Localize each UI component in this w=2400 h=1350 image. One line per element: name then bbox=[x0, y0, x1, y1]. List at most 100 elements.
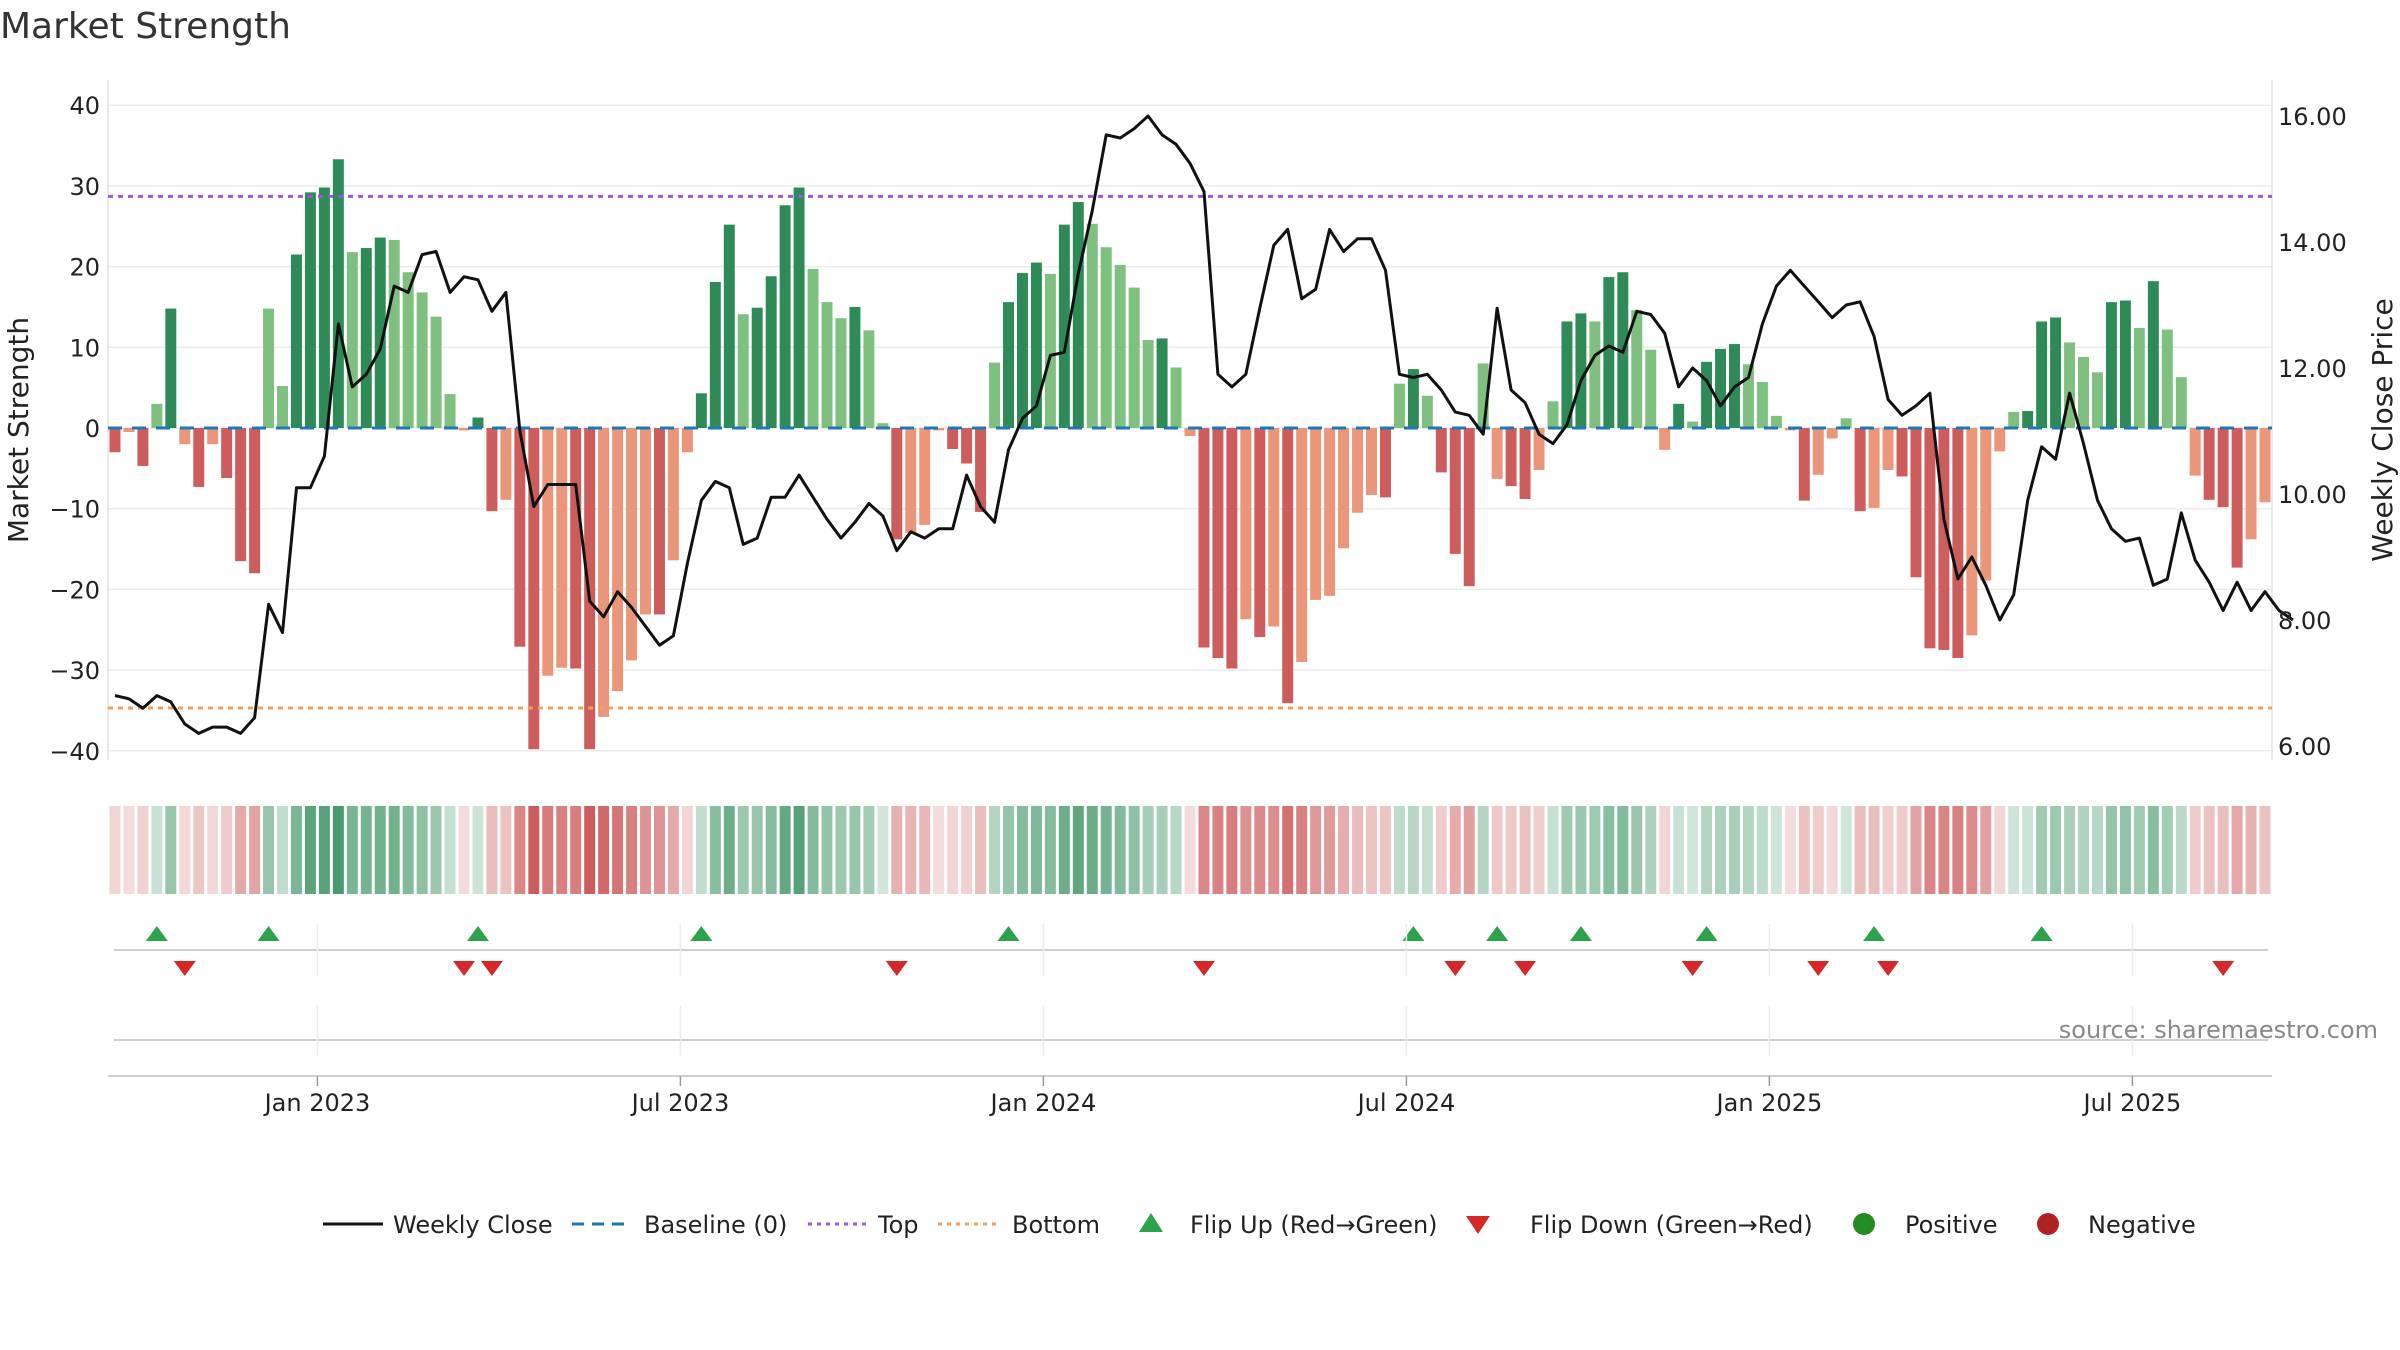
strength-bar bbox=[514, 428, 526, 647]
heat-cell bbox=[207, 806, 219, 894]
strength-bar bbox=[444, 394, 456, 428]
heat-cell bbox=[486, 806, 498, 894]
strength-bar bbox=[1519, 428, 1531, 500]
heat-cell bbox=[1687, 806, 1699, 894]
heat-cell bbox=[1030, 806, 1042, 894]
x-tick-label: Jul 2023 bbox=[630, 1089, 730, 1117]
heat-cell bbox=[975, 806, 987, 894]
heat-cell bbox=[1645, 806, 1657, 894]
heat-cell bbox=[528, 806, 540, 894]
strength-bar bbox=[1128, 287, 1140, 428]
strength-bar bbox=[151, 403, 163, 428]
heat-cell bbox=[877, 806, 889, 894]
heat-cell bbox=[570, 806, 582, 894]
flip-up-marker bbox=[145, 926, 168, 941]
strength-bar bbox=[933, 428, 945, 431]
heat-cell bbox=[765, 806, 777, 894]
strength-bar bbox=[1631, 310, 1643, 428]
heat-cell bbox=[1631, 806, 1643, 894]
heat-cell bbox=[458, 806, 470, 894]
legend-flip-up-icon bbox=[1139, 1213, 1163, 1232]
heat-cell bbox=[933, 806, 945, 894]
heat-cell bbox=[2008, 806, 2020, 894]
strength-bar bbox=[1603, 277, 1615, 428]
strength-bar bbox=[402, 272, 414, 428]
heat-cell bbox=[1868, 806, 1880, 894]
strength-bar bbox=[1715, 348, 1727, 428]
heat-cell bbox=[179, 806, 191, 894]
strength-bar bbox=[416, 292, 428, 428]
heat-cell bbox=[1449, 806, 1461, 894]
heat-cell bbox=[709, 806, 721, 894]
heat-cell bbox=[919, 806, 931, 894]
strength-bar bbox=[1072, 202, 1084, 428]
heat-cell bbox=[2245, 806, 2257, 894]
heat-cell bbox=[584, 806, 596, 894]
heat-cell bbox=[1547, 806, 1559, 894]
heat-cell bbox=[1254, 806, 1266, 894]
strength-bar bbox=[1156, 338, 1168, 428]
heat-cell bbox=[737, 806, 749, 894]
strength-bar bbox=[346, 252, 358, 428]
heat-cell bbox=[1142, 806, 1154, 894]
strength-bar bbox=[1477, 363, 1489, 428]
strength-bar bbox=[472, 417, 484, 428]
flip-up-marker bbox=[690, 926, 713, 941]
strength-bar bbox=[1533, 428, 1545, 470]
strength-bar bbox=[2064, 342, 2076, 428]
strength-bar bbox=[193, 428, 205, 487]
strength-bar bbox=[1282, 428, 1294, 704]
strength-bar bbox=[374, 237, 386, 428]
strength-bar bbox=[1547, 401, 1559, 428]
strength-bar bbox=[1393, 383, 1405, 428]
flip-up-marker bbox=[997, 926, 1020, 941]
strength-bar bbox=[2175, 377, 2187, 428]
strength-bar bbox=[1268, 428, 1280, 627]
strength-bar bbox=[863, 330, 875, 428]
strength-bar bbox=[1840, 418, 1852, 428]
left-tick-label: 0 bbox=[85, 415, 100, 443]
strength-bar bbox=[2022, 411, 2034, 428]
strength-bar bbox=[1003, 302, 1014, 428]
strength-bar bbox=[947, 428, 959, 449]
heat-cell bbox=[2133, 806, 2145, 894]
heat-cell bbox=[1435, 806, 1447, 894]
heat-cell bbox=[1352, 806, 1364, 894]
x-axis-ticks: Jan 2023 Jul 2023 Jan 2024 Jul 2024 Jan 2025… bbox=[263, 924, 2181, 1117]
strength-bar bbox=[332, 159, 344, 429]
left-tick-label: 10 bbox=[69, 334, 100, 362]
heat-cell bbox=[1282, 806, 1294, 894]
heat-cell bbox=[1840, 806, 1852, 894]
strength-bar bbox=[2231, 428, 2243, 568]
heat-cell bbox=[723, 806, 735, 894]
heat-cell bbox=[1882, 806, 1894, 894]
heat-cell bbox=[891, 806, 903, 894]
strength-bar bbox=[528, 428, 540, 750]
heat-cell bbox=[1338, 806, 1350, 894]
strength-bar bbox=[1980, 428, 1992, 581]
heat-cell bbox=[2217, 806, 2229, 894]
strength-bar bbox=[249, 428, 261, 574]
strength-bar bbox=[1254, 428, 1266, 638]
strength-bar bbox=[304, 192, 316, 428]
heat-cell bbox=[821, 806, 833, 894]
flip-down-marker bbox=[2212, 961, 2235, 976]
strength-bar bbox=[2119, 300, 2131, 428]
strength-bars bbox=[109, 159, 2271, 750]
strength-bar bbox=[891, 428, 903, 540]
heat-cell bbox=[346, 806, 358, 894]
flip-down-marker bbox=[1514, 961, 1537, 976]
strength-bar bbox=[961, 428, 973, 464]
strength-bar bbox=[2036, 321, 2048, 428]
heat-cell bbox=[1310, 806, 1322, 894]
legend-weekly-close: Weekly Close bbox=[393, 1211, 553, 1239]
heat-cell bbox=[961, 806, 973, 894]
heat-cell bbox=[1756, 806, 1768, 894]
heat-cell bbox=[1673, 806, 1685, 894]
heat-cell bbox=[1994, 806, 2006, 894]
heat-cell bbox=[1296, 806, 1308, 894]
heat-cell bbox=[2078, 806, 2090, 894]
strength-bar bbox=[207, 428, 219, 445]
strength-bar bbox=[1212, 428, 1224, 658]
strength-bar bbox=[919, 428, 931, 525]
